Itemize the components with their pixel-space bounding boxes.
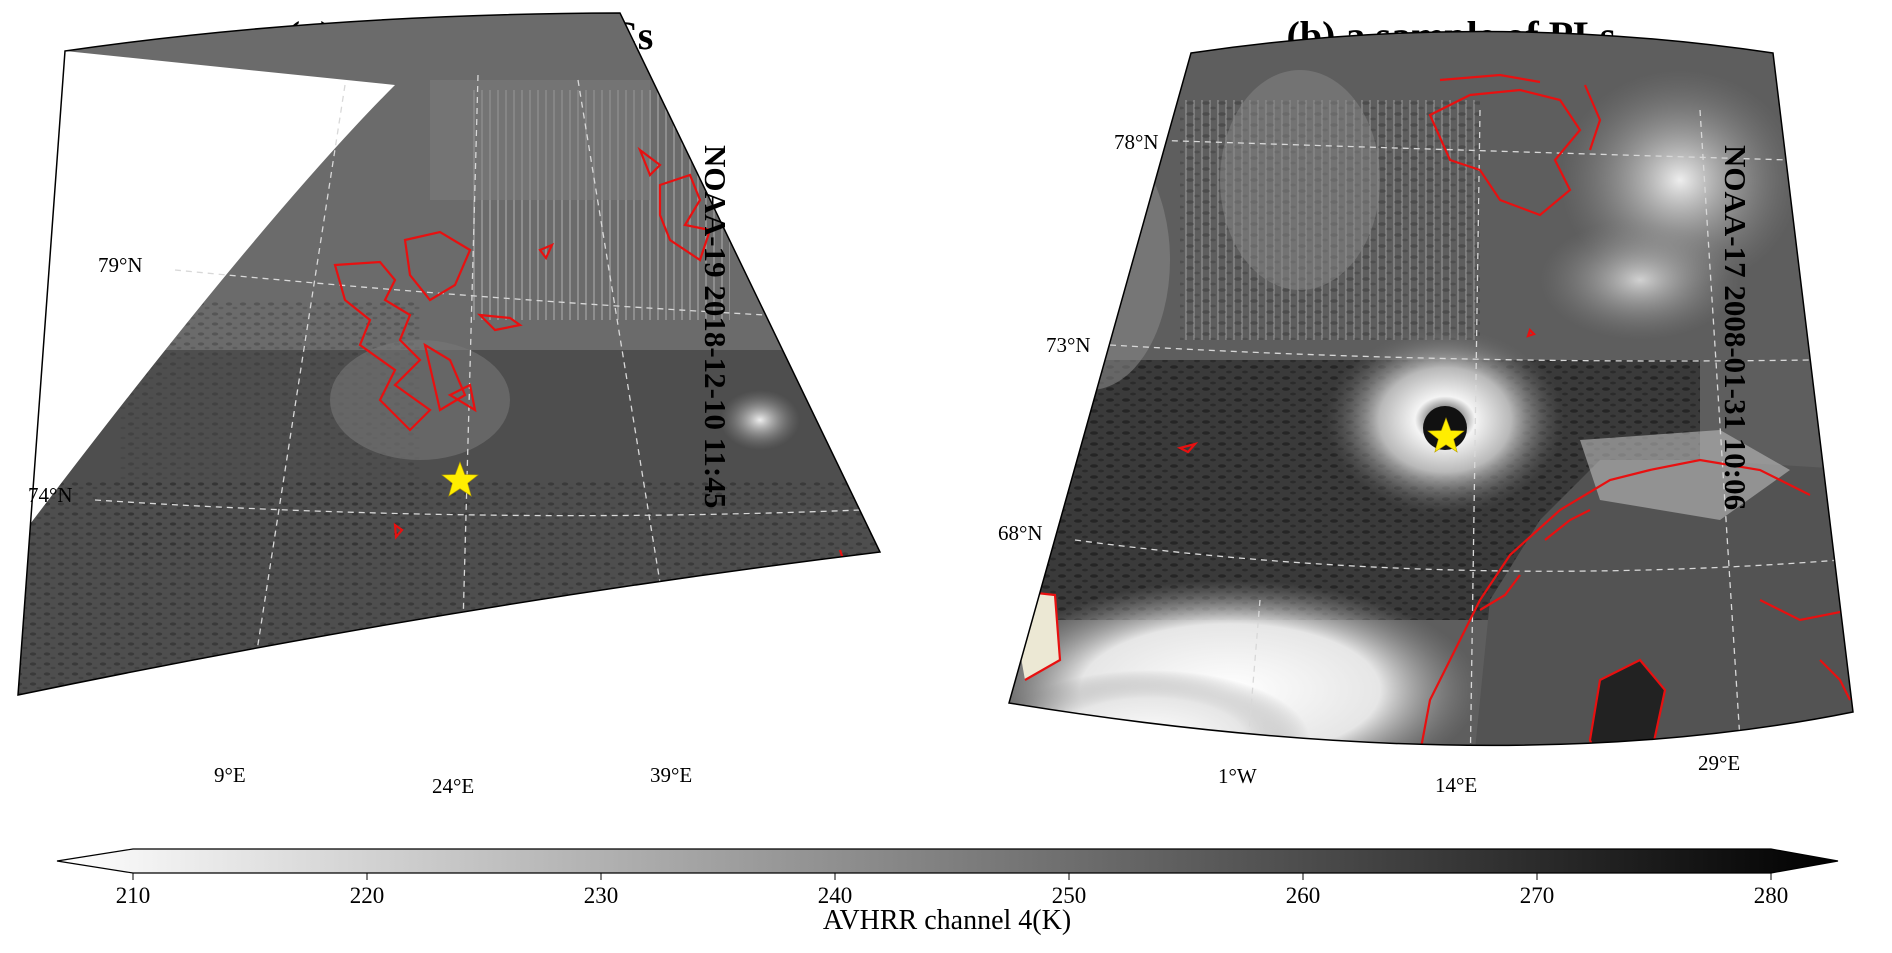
panel-b-lat-label: 78°N bbox=[1114, 130, 1159, 154]
panel-b-lat-label: 68°N bbox=[998, 521, 1043, 545]
colorbar-tick-label: 210 bbox=[116, 883, 151, 908]
colorbar-ticks: 210 220 230 240 250 260 270 280 bbox=[116, 873, 1789, 908]
panel-a-lon-label: 39°E bbox=[650, 763, 692, 787]
no-data-region bbox=[18, 51, 395, 540]
panel-a-map: 79°N 74°N 9°E 24°E 39°E NOAA-19 2018-12-… bbox=[17, 12, 882, 798]
panel-b-lat-label: 73°N bbox=[1046, 333, 1091, 357]
panel-a-frame bbox=[17, 12, 882, 696]
colorbar-tick-label: 240 bbox=[818, 883, 853, 908]
panel-b-satellite-label: NOAA-17 2008-01-31 10:06 bbox=[1718, 145, 1753, 510]
colorbar-tick-label: 220 bbox=[350, 883, 385, 908]
panel-b-coastlines bbox=[1009, 73, 1851, 746]
panel-a-lat-label: 74°N bbox=[28, 483, 73, 507]
panel-a-lon-label: 9°E bbox=[214, 763, 246, 787]
colorbar-tick-label: 250 bbox=[1052, 883, 1087, 908]
panel-a-satellite-label: NOAA-19 2018-12-10 11:45 bbox=[698, 145, 733, 508]
panel-a-star-marker bbox=[441, 461, 479, 497]
colorbar-label: AVHRR channel 4(K) bbox=[823, 905, 1071, 936]
panel-b-gridlines bbox=[1074, 109, 1841, 746]
panel-b-star-marker bbox=[1427, 417, 1465, 453]
colorbar-tick-label: 280 bbox=[1754, 883, 1789, 908]
panel-b-lon-label: 14°E bbox=[1435, 773, 1477, 797]
panel-b-map: 78°N 73°N 68°N 1°W 14°E 29°E NOAA-17 200… bbox=[998, 30, 1854, 797]
panel-b-lon-label: 1°W bbox=[1218, 764, 1257, 788]
panel-b-lon-label: 29°E bbox=[1698, 751, 1740, 775]
colorbar-tick-label: 270 bbox=[1520, 883, 1555, 908]
colorbar-tick-label: 260 bbox=[1286, 883, 1321, 908]
panel-b-frame bbox=[1008, 30, 1854, 747]
panel-a-lat-label: 79°N bbox=[98, 253, 143, 277]
colorbar-tick-label: 230 bbox=[584, 883, 619, 908]
colorbar-bar bbox=[56, 848, 1839, 874]
colorbar: 210 220 230 240 250 260 270 280 AVHRR channel 4… bbox=[56, 848, 1839, 936]
panel-a-lon-label: 24°E bbox=[432, 774, 474, 798]
